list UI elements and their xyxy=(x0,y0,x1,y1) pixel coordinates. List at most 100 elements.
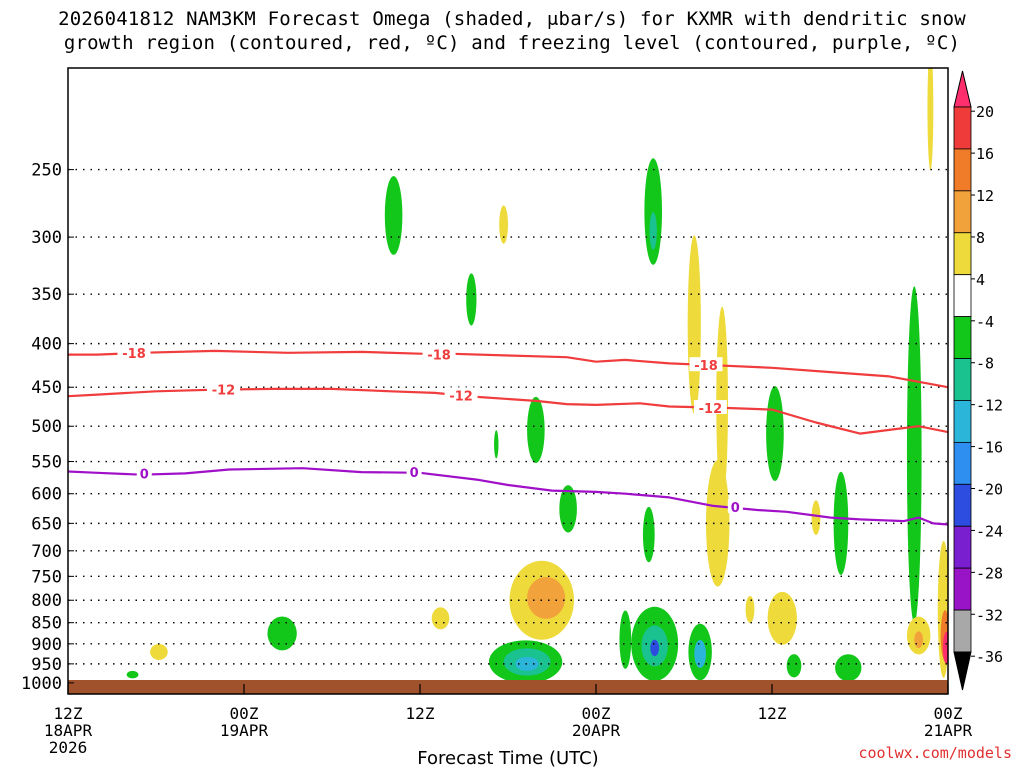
colorbar-label: -28 xyxy=(976,564,1003,582)
omega-region xyxy=(706,460,730,587)
contour-label-bg xyxy=(727,499,743,514)
colorbar-bin xyxy=(953,358,972,401)
x-tick-date: 21APR xyxy=(924,721,973,740)
colorbar-label: 4 xyxy=(976,271,985,289)
x-tick-label: 00Z xyxy=(582,704,611,723)
chart-title-line-1: 2026041812 NAM3KM Forecast Omega (shaded… xyxy=(58,8,966,30)
omega-region xyxy=(786,654,802,678)
omega-region xyxy=(906,286,922,624)
omega-region xyxy=(927,68,934,171)
y-tick-label: 500 xyxy=(31,417,62,437)
contour-label-bg xyxy=(117,344,151,359)
credit-link[interactable]: coolwx.com/models xyxy=(858,744,1012,762)
omega-region xyxy=(499,205,508,244)
colorbar-bin xyxy=(953,106,972,150)
temperature-contours: -18 -18 -18 -12 -12 -12 0 0 0 xyxy=(68,344,948,526)
omega-region xyxy=(694,639,707,669)
contour-line xyxy=(68,387,948,435)
contour-label: -12 xyxy=(699,402,723,417)
y-tick-label: 250 xyxy=(31,161,62,181)
contour-label-bg xyxy=(422,346,456,361)
colorbar-label: -32 xyxy=(976,606,1003,624)
colorbar-bin xyxy=(953,148,972,192)
omega-region xyxy=(466,273,477,326)
omega-region xyxy=(559,485,577,533)
omega-region xyxy=(766,386,784,482)
contour-label-bg xyxy=(444,387,478,402)
contour-label: 0 xyxy=(731,501,740,516)
colorbar: 20 16 12 8 4 -4 -8 -12 -16 -20 -24 -28 -32 -36 xyxy=(953,70,1003,691)
colorbar-bin xyxy=(953,400,972,443)
omega-region xyxy=(527,396,545,463)
omega-region xyxy=(126,670,139,679)
x-tick-label: 00Z xyxy=(934,704,963,723)
pressure-gridlines xyxy=(68,168,948,684)
omega-region xyxy=(644,158,662,265)
colorbar-bin xyxy=(953,483,972,527)
colorbar-bin xyxy=(953,525,972,569)
contour-label: -18 xyxy=(427,349,451,364)
omega-region xyxy=(835,654,862,682)
omega-region xyxy=(745,595,755,623)
contour-line xyxy=(68,467,948,526)
y-tick-label: 600 xyxy=(31,485,62,505)
contour-label-bg xyxy=(406,464,422,479)
x-tick-date: 20APR xyxy=(572,721,621,740)
omega-region xyxy=(515,656,539,671)
contour-label: -18 xyxy=(694,359,718,374)
omega-region xyxy=(914,631,924,649)
x-tick-label: 12Z xyxy=(406,704,435,723)
colorbar-label: -12 xyxy=(976,397,1003,415)
colorbar-label: -16 xyxy=(976,439,1003,457)
x-tick-label: 12Z xyxy=(54,704,83,723)
y-tick-label: 850 xyxy=(31,614,62,634)
x-tick-date: 2026 xyxy=(49,738,88,757)
x-axis-label: Forecast Time (UTC) xyxy=(417,748,598,768)
y-tick-label: 700 xyxy=(31,542,62,562)
x-tick-date: 19APR xyxy=(220,721,269,740)
y-tick-label: 550 xyxy=(31,453,62,473)
omega-region xyxy=(649,212,657,250)
contour-line xyxy=(68,349,948,389)
x-tick-date: 18APR xyxy=(44,721,93,740)
contour-label-bg xyxy=(136,465,152,480)
y-tick-label: 650 xyxy=(31,514,62,534)
x-tick-label: 00Z xyxy=(230,704,259,723)
y-tick-label: 300 xyxy=(31,228,62,248)
colorbar-bin xyxy=(953,316,972,359)
contour-label-bg xyxy=(206,381,240,396)
omega-region xyxy=(767,591,797,645)
omega-region xyxy=(619,610,632,669)
omega-region xyxy=(650,639,660,657)
colorbar-bin xyxy=(953,609,972,653)
colorbar-bin xyxy=(953,190,972,234)
colorbar-label: 12 xyxy=(976,187,994,205)
omega-region xyxy=(642,506,655,563)
y-tick-label: 350 xyxy=(31,285,62,305)
contour-label: -12 xyxy=(449,389,473,404)
colorbar-label: 20 xyxy=(976,103,994,121)
ground-surface xyxy=(68,680,948,694)
omega-shading xyxy=(126,68,948,684)
contour-label: 0 xyxy=(140,467,149,482)
colorbar-label: -24 xyxy=(976,522,1003,540)
y-tick-label: 750 xyxy=(31,567,62,587)
colorbar-bin xyxy=(953,232,972,276)
x-tick-label: 12Z xyxy=(758,704,787,723)
plot-frame xyxy=(67,67,949,695)
contour-label-bg xyxy=(689,357,723,372)
colorbar-label: 16 xyxy=(976,145,994,163)
omega-region xyxy=(942,631,948,665)
chart-title-line-2: growth region (contoured, red, ºC) and f… xyxy=(63,32,961,54)
contour-label: -18 xyxy=(122,347,146,362)
colorbar-bin xyxy=(953,441,972,485)
colorbar-label: -4 xyxy=(976,313,994,331)
y-tick-label: 950 xyxy=(31,655,62,675)
colorbar-label: -20 xyxy=(976,481,1003,499)
y-tick-label: 1000 xyxy=(21,674,62,694)
contour-label: 0 xyxy=(410,466,419,481)
colorbar-label: -36 xyxy=(976,648,1003,666)
